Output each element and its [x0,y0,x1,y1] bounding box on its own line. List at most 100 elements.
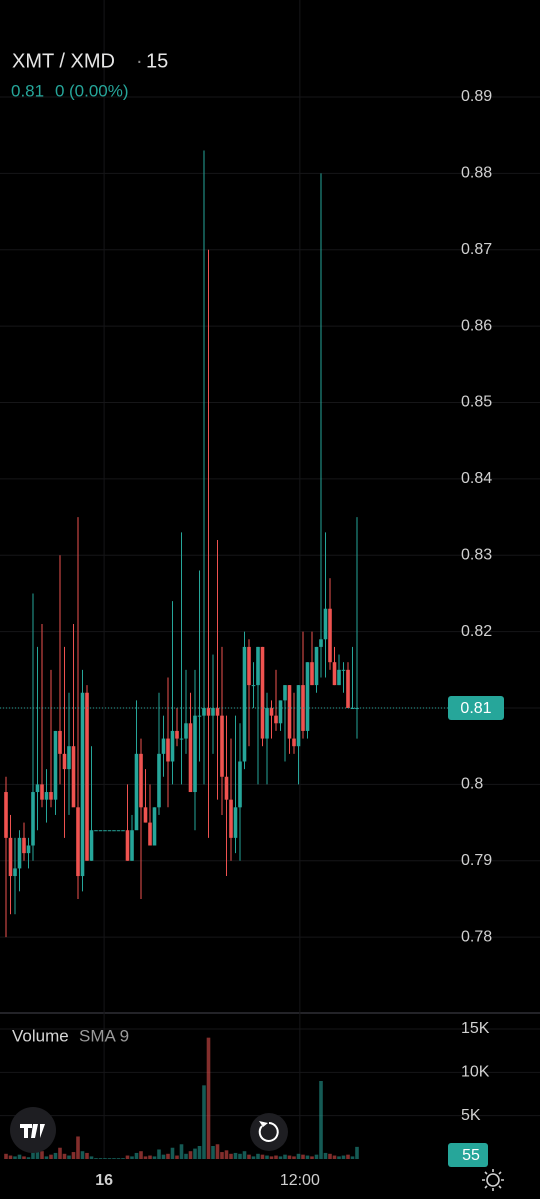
volume-bar [229,1153,233,1159]
y-tick-label: 0.8 [461,776,483,793]
volume-bar [139,1151,143,1159]
volume-bar [35,1148,40,1159]
candle-body [4,792,8,838]
candle-body [134,753,139,831]
candle-body [242,646,247,762]
y-tick-label: 0.88 [461,165,492,182]
candle-body [269,708,274,716]
volume-bar [314,1154,319,1159]
y-tick-label: 0.83 [461,546,492,563]
volume-bar [337,1156,341,1159]
candle-body [22,837,26,854]
candle-body [278,700,283,724]
logo-button[interactable] [10,1107,56,1153]
reset-circle[interactable] [250,1113,288,1151]
candle-body [116,830,121,832]
volume-bar [355,1146,359,1159]
settings-button[interactable] [482,1169,504,1191]
volume-bar [220,1152,224,1159]
settings-rays[interactable] [482,1169,504,1191]
volume-bar [130,1156,134,1159]
candle-body [103,830,107,832]
volume-label: 55 [462,1147,480,1164]
reset-button[interactable] [250,1113,288,1151]
candle-body [296,685,301,747]
reset-arrow[interactable] [259,1121,268,1127]
volume-bar [202,1085,206,1159]
volume-bar [269,1156,274,1159]
volume-bar [197,1146,202,1159]
candle-body [229,799,233,838]
y-tick-label: 0.89 [461,88,492,105]
marks [0,150,448,1159]
volume-bar [256,1153,260,1159]
y-tick-label: 0.79 [461,852,492,869]
candle-body [314,646,319,686]
logo-icon[interactable] [20,1124,45,1138]
candle-body [53,730,58,800]
volume-bar [242,1151,247,1159]
x-tick-label: 16 [95,1172,113,1189]
candle-body [49,792,53,800]
volume-bar [152,1156,157,1159]
last-price-label: 0.81 [460,700,491,717]
volume-bar [179,1144,184,1159]
volume-bar [283,1154,287,1159]
candle-body [80,692,85,877]
candle-body [193,715,197,793]
volume-bar [184,1153,188,1159]
volume-bar [346,1154,350,1159]
volume-bar [323,1152,328,1159]
volume-bar [328,1153,332,1159]
volume-bar [125,1155,130,1159]
volume-bar [8,1155,13,1159]
labels: XMT / XMD · 15 0.81 0 (0.00%) Volume SMA… [0,50,540,1199]
candle-body [89,830,94,861]
volume-bar [103,1158,107,1159]
volume-bar [233,1152,238,1159]
candle-body [62,753,67,770]
candle-body [188,723,193,793]
y-tick-label: 0.82 [461,623,492,640]
last-price-badge [448,696,504,721]
candle-body [8,837,13,877]
candle-body [310,662,314,686]
volume-bar [341,1155,346,1159]
volume-bar [53,1152,58,1159]
candle-body [341,669,346,671]
candle-body [202,708,206,716]
last-price: 0.81 [11,81,44,100]
volume-bar [148,1155,152,1159]
candle-body [319,639,323,647]
volume-bar [40,1151,44,1159]
settings-icon[interactable] [486,1173,500,1187]
candle-body [121,830,125,832]
y-tick-label: 0.85 [461,394,492,411]
volume-bar [94,1158,98,1159]
candle-body [179,738,184,740]
volume-bar [85,1152,89,1159]
candle-body [287,685,292,739]
candle-body [125,830,130,861]
y-tick-label: 0.78 [461,928,492,945]
candle-body [292,738,296,747]
volume-bar [350,1156,355,1159]
volume-bar [247,1154,251,1159]
volume-sma: SMA 9 [79,1026,129,1045]
candle-body [260,646,265,739]
volume-bar [193,1148,197,1159]
candle-body [346,669,350,709]
reset-icon[interactable] [258,1122,279,1142]
y-tick-label: 0.86 [461,317,492,334]
volume-bar [80,1151,85,1159]
volume-bar [170,1147,175,1159]
candle-body [44,792,49,800]
candle-body [211,708,215,716]
candle-body [13,868,17,877]
candle-body [161,738,166,754]
candle-body [71,746,76,808]
volume-bar [22,1156,26,1159]
volume-bar [251,1156,256,1159]
